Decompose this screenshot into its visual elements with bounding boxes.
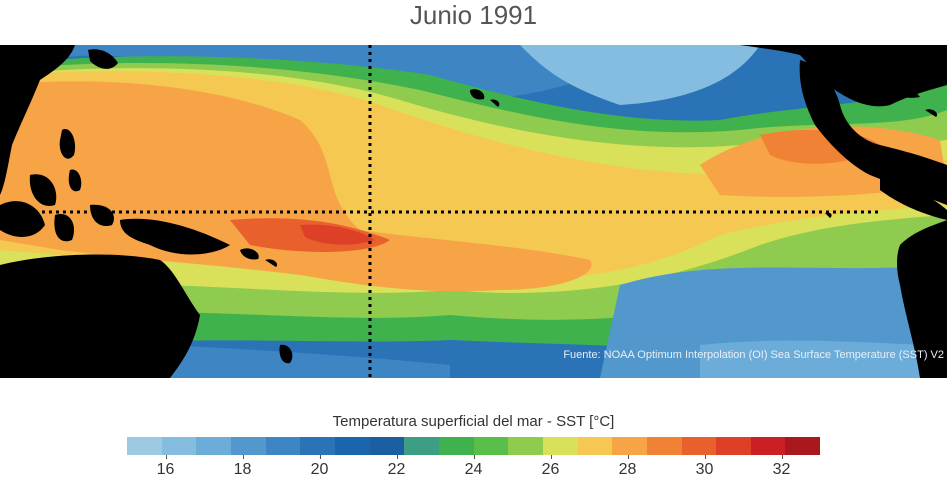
- colorbar-tick-label: 26: [541, 461, 560, 478]
- colorbar-swatch: [404, 437, 439, 455]
- colorbar-swatch: [300, 437, 335, 455]
- colorbar-title: Temperatura superficial del mar - SST [°…: [332, 413, 615, 430]
- colorbar-tick-mark: [242, 455, 244, 459]
- colorbar-tick-mark: [319, 455, 321, 459]
- colorbar-swatch: [612, 437, 647, 455]
- colorbar-swatch: [750, 437, 786, 455]
- colorbar-tick-label: 18: [233, 461, 252, 478]
- colorbar-tick-mark: [165, 455, 167, 459]
- colorbar-tick-label: 20: [310, 461, 329, 478]
- land-masses: [0, 45, 947, 378]
- colorbar-swatch: [334, 437, 370, 455]
- source-note: Fuente: NOAA Optimum Interpolation (OI) …: [563, 349, 944, 361]
- colorbar-swatch: [542, 437, 578, 455]
- colorbar-tick-label: 22: [387, 461, 406, 478]
- colorbar-tick-mark: [396, 455, 398, 459]
- colorbar-ticks: 16 18 20 22 24 26 28 30 32: [127, 455, 820, 480]
- colorbar-swatch: [161, 437, 197, 455]
- colorbar-swatch: [230, 437, 266, 455]
- colorbar-tick-label: 16: [156, 461, 175, 478]
- colorbar-tick-label: 28: [618, 461, 637, 478]
- colorbar-swatch: [508, 437, 543, 455]
- colorbar-swatch: [646, 437, 682, 455]
- colorbar-tick-label: 30: [695, 461, 714, 478]
- colorbar-swatch: [785, 437, 821, 455]
- sst-map: [0, 45, 947, 378]
- colorbar: [127, 437, 821, 455]
- colorbar-swatch: [265, 437, 301, 455]
- colorbar-tick-mark: [704, 455, 706, 459]
- map-title: Junio 1991: [409, 0, 538, 30]
- colorbar-tick-label: 24: [464, 461, 483, 478]
- colorbar-swatch: [473, 437, 509, 455]
- colorbar-tick-mark: [550, 455, 552, 459]
- colorbar-swatch: [196, 437, 231, 455]
- colorbar-tick-mark: [627, 455, 629, 459]
- colorbar-swatch: [127, 437, 162, 455]
- colorbar-tick-mark: [781, 455, 783, 459]
- colorbar-swatch: [577, 437, 613, 455]
- colorbar-tick-label: 32: [772, 461, 791, 478]
- colorbar-swatch: [438, 437, 474, 455]
- colorbar-tick-mark: [473, 455, 475, 459]
- colorbar-swatch: [681, 437, 717, 455]
- colorbar-swatch: [369, 437, 405, 455]
- colorbar-swatch: [716, 437, 751, 455]
